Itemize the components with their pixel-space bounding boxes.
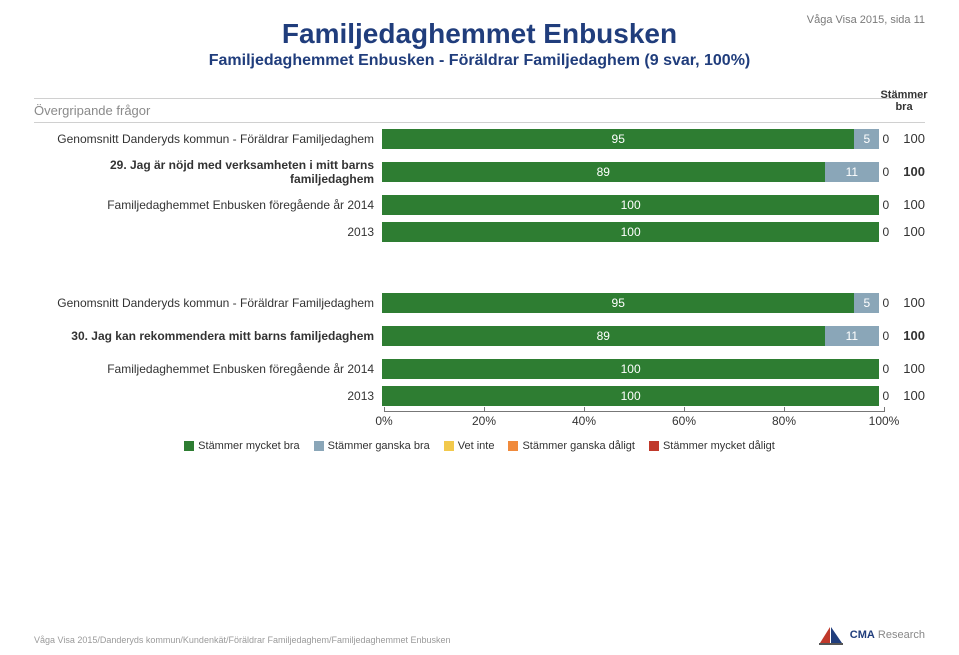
bar-segment-mycket_bra: 100	[382, 222, 879, 242]
legend-swatch	[508, 441, 518, 451]
bar: 89110	[382, 326, 879, 346]
chart-row: Genomsnitt Danderyds kommun - Föräldrar …	[34, 125, 925, 152]
bar: 9550	[382, 129, 879, 149]
axis-tick: 40%	[572, 414, 596, 428]
legend-swatch	[444, 441, 454, 451]
legend-item: Stämmer ganska dåligt	[508, 440, 635, 452]
bar-segment-ganska_bra: 5	[854, 129, 879, 149]
row-label: Familjedaghemmet Enbusken föregående år …	[34, 362, 382, 376]
bar-segment-ganska_bra: 11	[825, 162, 880, 182]
legend-swatch	[184, 441, 194, 451]
row-label: 2013	[34, 389, 382, 403]
bar-segment-mycket_bra: 100	[382, 359, 879, 379]
bar: 89110	[382, 162, 879, 182]
brand-line2: Research	[878, 629, 925, 641]
sail-icon	[818, 625, 844, 645]
axis-tick: 0%	[375, 414, 392, 428]
row-label: Genomsnitt Danderyds kommun - Föräldrar …	[34, 296, 382, 310]
legend-item: Stämmer mycket dåligt	[649, 440, 775, 452]
page-subtitle: Familjedaghemmet Enbusken - Föräldrar Fa…	[34, 52, 925, 70]
page-tag: Våga Visa 2015, sida 11	[807, 14, 925, 26]
row-label: 29. Jag är nöjd med verksamheten i mitt …	[34, 158, 382, 186]
legend-item: Stämmer mycket bra	[184, 440, 299, 452]
bar-segment-mycket_bra: 89	[382, 326, 824, 346]
legend-swatch	[649, 441, 659, 451]
bar-segment-ganska_bra: 11	[825, 326, 880, 346]
chart-area: Stämmer bra Genomsnitt Danderyds kommun …	[34, 125, 925, 452]
axis-tick: 80%	[772, 414, 796, 428]
bar: 1000	[382, 195, 879, 215]
section-header: Övergripande frågor	[34, 98, 925, 123]
brand-logo: CMA Research	[818, 625, 925, 645]
chart-row: 30. Jag kan rekommendera mitt barns fami…	[34, 322, 925, 349]
legend-item: Stämmer ganska bra	[314, 440, 430, 452]
page: Våga Visa 2015, sida 11 Familjedaghemmet…	[0, 0, 959, 655]
legend: Stämmer mycket bra Stämmer ganska bra Vet …	[34, 440, 925, 452]
bar-segment-mycket_bra: 100	[382, 195, 879, 215]
axis-tick: 60%	[672, 414, 696, 428]
chart-row: Familjedaghemmet Enbusken föregående år …	[34, 191, 925, 218]
x-axis: 0%20%40%60%80%100%	[384, 411, 884, 434]
bar: 1000	[382, 386, 879, 406]
sum-column-header: Stämmer bra	[877, 89, 931, 113]
rows-host: Genomsnitt Danderyds kommun - Föräldrar …	[34, 125, 925, 409]
chart-row: Familjedaghemmet Enbusken föregående år …	[34, 355, 925, 382]
row-label: 30. Jag kan rekommendera mitt barns fami…	[34, 329, 382, 343]
bar-segment-mycket_bra: 95	[382, 129, 854, 149]
row-label: Genomsnitt Danderyds kommun - Föräldrar …	[34, 132, 382, 146]
bar: 1000	[382, 222, 879, 242]
chart-row: 20131000100	[34, 218, 925, 245]
chart-row: 20131000100	[34, 382, 925, 409]
bar: 9550	[382, 293, 879, 313]
axis-tick: 20%	[472, 414, 496, 428]
footer: Våga Visa 2015/Danderyds kommun/Kundenkä…	[34, 625, 925, 645]
bar-segment-mycket_bra: 100	[382, 386, 879, 406]
bar: 1000	[382, 359, 879, 379]
axis-tick: 100%	[869, 414, 900, 428]
bar-segment-mycket_bra: 89	[382, 162, 824, 182]
page-title: Familjedaghemmet Enbusken	[34, 18, 925, 50]
chart-row: Genomsnitt Danderyds kommun - Föräldrar …	[34, 289, 925, 316]
footer-note: Våga Visa 2015/Danderyds kommun/Kundenkä…	[34, 635, 451, 645]
bar-segment-ganska_bra: 5	[854, 293, 879, 313]
brand-text: CMA Research	[850, 629, 925, 641]
chart-row: 29. Jag är nöjd med verksamheten i mitt …	[34, 158, 925, 185]
brand-line1: CMA	[850, 629, 875, 641]
bar-segment-mycket_bra: 95	[382, 293, 854, 313]
legend-swatch	[314, 441, 324, 451]
row-label: Familjedaghemmet Enbusken föregående år …	[34, 198, 382, 212]
legend-item: Vet inte	[444, 440, 495, 452]
row-label: 2013	[34, 225, 382, 239]
